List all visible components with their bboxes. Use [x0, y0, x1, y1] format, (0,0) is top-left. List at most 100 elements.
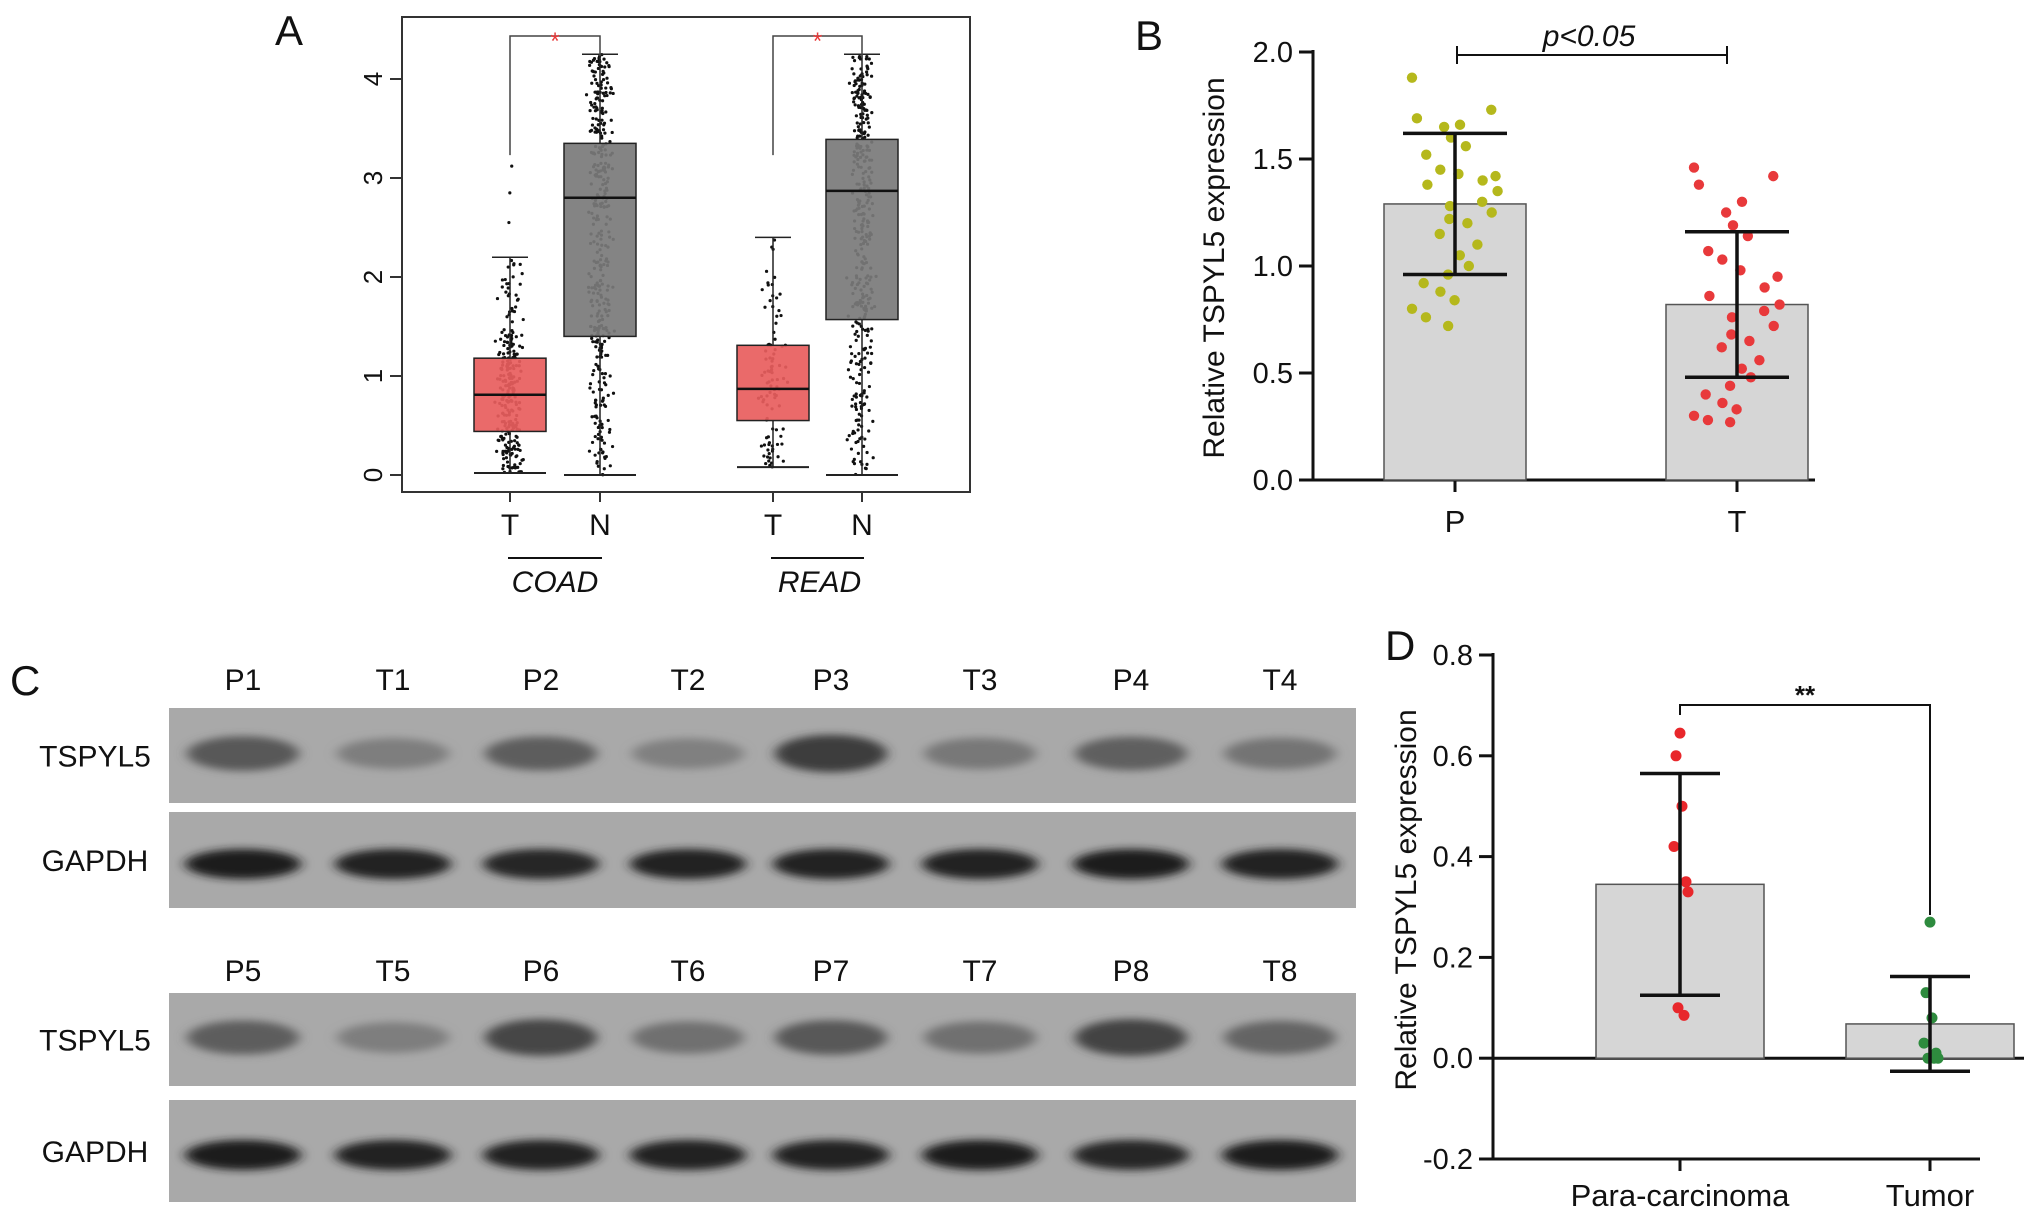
- panel-a-point: [871, 419, 875, 424]
- panel-a-point: [520, 458, 524, 462]
- panel-c-band: [185, 849, 301, 879]
- panel-c-band: [337, 738, 449, 769]
- panel-c-lane-label: P4: [1113, 664, 1150, 697]
- panel-a-point: [852, 96, 857, 100]
- panel-a-point: [515, 441, 519, 445]
- panel-a-outlier: [510, 164, 514, 168]
- panel-b-data-point: [1435, 286, 1446, 297]
- panel-d-data-point: [1680, 876, 1692, 888]
- panel-a-point: [865, 333, 869, 337]
- panel-b-data-point: [1758, 305, 1770, 317]
- panel-a-point: [600, 371, 604, 376]
- panel-a-group-label: READ: [778, 566, 861, 599]
- panel-a-point: [514, 305, 518, 309]
- panel-a-point: [592, 369, 596, 373]
- panel-b-data-point: [1772, 271, 1783, 282]
- panel-a-point: [502, 343, 506, 348]
- panel-a-point: [867, 408, 871, 413]
- panel-a-point: [608, 427, 612, 432]
- panel-a-point: [862, 391, 866, 395]
- panel-c-row-label: TSPYL5: [39, 1025, 151, 1058]
- panel-a-point: [863, 82, 867, 86]
- panel-a-point: [857, 352, 861, 356]
- panel-b-significance-bracket: [1456, 46, 1728, 64]
- panel-b-data-point: [1716, 342, 1727, 353]
- panel-a-point: [767, 452, 771, 456]
- panel-a-point: [779, 434, 783, 438]
- panel-a-point: [854, 392, 858, 396]
- panel-a-point: [854, 395, 858, 399]
- panel-a-point: [502, 340, 507, 344]
- panel-a-point: [518, 462, 522, 466]
- panel-a-point: [602, 376, 606, 380]
- panel-a-point: [862, 365, 867, 370]
- panel-a-point: [764, 436, 769, 440]
- panel-c-band: [1075, 1019, 1187, 1056]
- panel-b-data-point: [1472, 239, 1483, 250]
- panel-a-point: [857, 412, 861, 416]
- panel-a-point: [856, 125, 860, 129]
- panel-b-data-point: [1490, 170, 1501, 182]
- panel-a-point: [504, 456, 509, 460]
- panel-a-point: [845, 438, 849, 442]
- panel-a-point: [602, 467, 606, 471]
- panel-c-lane-label: P6: [523, 955, 560, 988]
- panel-a-point: [867, 57, 871, 61]
- panel-a-point: [865, 113, 869, 117]
- panel-a-point: [853, 354, 857, 358]
- panel-a-point: [600, 106, 604, 110]
- panel-b-data-point: [1454, 119, 1466, 130]
- panel-a-point: [866, 327, 870, 331]
- panel-a-point: [607, 430, 612, 434]
- panel-a-point: [850, 404, 854, 408]
- panel-b-x-tick-label: T: [1728, 504, 1747, 539]
- panel-a-point: [855, 381, 859, 385]
- panel-a-box: [563, 142, 637, 338]
- panel-a-point: [518, 448, 522, 453]
- panel-a-point: [513, 439, 517, 443]
- panel-a-point: [595, 355, 599, 359]
- panel-b-data-point: [1486, 104, 1497, 115]
- panel-a-group-label: COAD: [512, 566, 599, 599]
- panel-a-point: [610, 444, 615, 449]
- panel-a-point: [764, 461, 768, 466]
- panel-a-point: [869, 61, 874, 65]
- panel-a-point: [600, 110, 604, 115]
- panel-a-point: [858, 393, 862, 397]
- panel-a-point: [595, 96, 599, 100]
- panel-a-point: [518, 262, 522, 266]
- panel-d-bars: [1595, 727, 2015, 1074]
- panel-a-point: [505, 445, 509, 450]
- panel-c-band: [630, 849, 746, 879]
- panel-a-point: [863, 356, 867, 360]
- panel-a-y-tick-label: 4: [358, 72, 388, 86]
- panel-b-y-tick-label: 2.0: [1253, 37, 1293, 69]
- panel-a-point: [850, 67, 854, 71]
- panel-a-point: [857, 96, 861, 100]
- panel-a-point: [601, 128, 606, 132]
- panel-c-lane-label: P7: [813, 955, 850, 988]
- panel-b-data-point: [1774, 299, 1785, 310]
- panel-b-data-point: [1768, 170, 1779, 182]
- panel-a-point: [767, 442, 771, 447]
- panel-a-point: [510, 447, 514, 451]
- panel-c-row-label: GAPDH: [42, 1136, 149, 1169]
- panel-a-point: [601, 69, 605, 73]
- panel-a-box-label: T: [501, 509, 519, 542]
- panel-a-point: [608, 374, 612, 378]
- panel-b-data-point: [1438, 121, 1450, 133]
- panel-a-point: [856, 428, 860, 432]
- panel-a-box-label: N: [589, 509, 611, 542]
- panel-a-point: [602, 441, 607, 445]
- panel-c-label: C: [10, 657, 40, 704]
- panel-a-box: [825, 138, 899, 321]
- panel-b-y-axis-label: Relative TSPYL5 expression: [1198, 77, 1231, 458]
- panel-b-data-point: [1476, 196, 1488, 207]
- panel-a-point: [759, 444, 764, 448]
- panel-a-point: [505, 315, 509, 319]
- panel-d-x-tick-label: Para-carcinoma: [1571, 1178, 1791, 1213]
- panel-d-y-axis-label: Relative TSPYL5 expression: [1390, 709, 1423, 1090]
- panel-a-point: [606, 418, 610, 423]
- panel-a-point: [604, 110, 608, 114]
- panel-a-point: [502, 328, 506, 332]
